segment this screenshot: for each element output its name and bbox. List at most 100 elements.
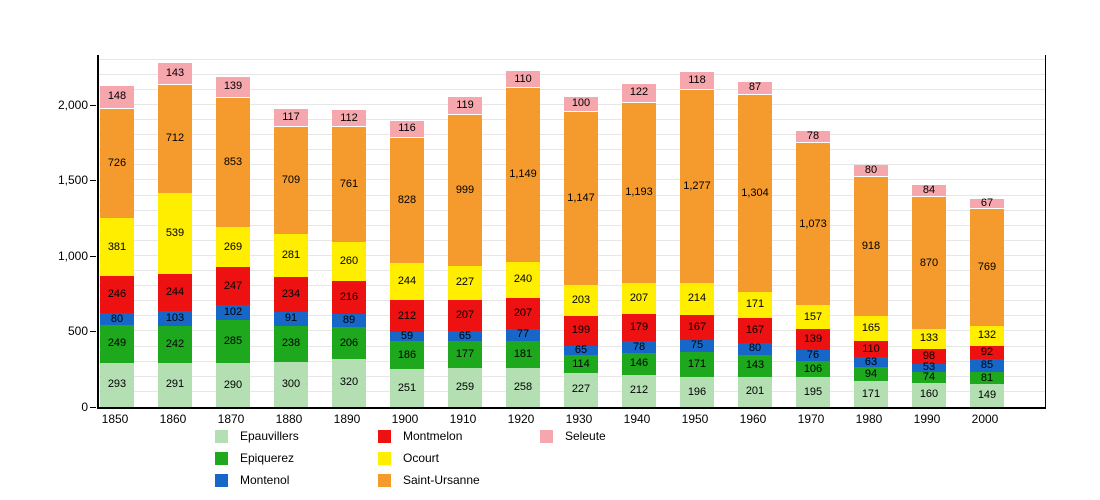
segment-montenol-1920: 77	[506, 329, 540, 341]
segment-montenol-1950: 75	[680, 340, 714, 352]
segment-value-label: 214	[687, 292, 707, 305]
segment-value-label: 300	[281, 377, 301, 390]
legend-column: Epauvillers Epiquerez Montenol	[215, 430, 299, 487]
segment-value-label: 181	[513, 347, 533, 360]
segment-epiquerez-1900: 186	[390, 340, 424, 370]
bar-1920: 110 1,149 240 207 77 181 258	[506, 71, 540, 407]
segment-saint-ursanne-1890: 761	[332, 127, 366, 243]
segment-value-label: 761	[339, 178, 359, 191]
segment-value-label: 146	[629, 357, 649, 370]
segment-value-label: 160	[919, 388, 939, 401]
segment-value-label: 132	[977, 329, 997, 342]
gridline	[99, 58, 1045, 60]
segment-value-label: 94	[864, 367, 878, 380]
segment-epiquerez-1970: 106	[796, 361, 830, 378]
segment-epiquerez-1980: 94	[854, 366, 888, 382]
plot-area: 148 726 381 246 80 249 293 143 712 539 244 103 242 29…	[97, 55, 1046, 409]
segment-montmelon-1940: 179	[622, 314, 656, 342]
segment-montenol-1980: 63	[854, 356, 888, 367]
segment-value-label: 118	[688, 73, 706, 86]
segment-value-label: 171	[861, 387, 881, 400]
segment-seleute-1900: 116	[390, 120, 424, 139]
segment-epauvillers-1990: 160	[912, 382, 946, 407]
segment-value-label: 110	[862, 342, 880, 355]
segment-value-label: 87	[748, 81, 762, 94]
legend-swatch-icon	[378, 430, 391, 443]
segment-value-label: 78	[806, 130, 820, 143]
segment-epauvillers-1860: 291	[158, 363, 192, 407]
segment-ocourt-1930: 203	[564, 284, 598, 316]
segment-value-label: 381	[107, 240, 127, 253]
bar-1950: 118 1,277 214 167 75 171 196	[680, 71, 714, 407]
segment-value-label: 260	[339, 255, 359, 268]
segment-saint-ursanne-1980: 918	[854, 177, 888, 316]
legend-item-saint-ursanne: Saint-Ursanne	[378, 474, 480, 487]
segment-saint-ursanne-1940: 1,193	[622, 102, 656, 283]
segment-value-label: 291	[165, 378, 185, 391]
segment-value-label: 234	[281, 287, 301, 300]
x-tick-label-1890: 1890	[333, 412, 361, 426]
segment-seleute-1940: 122	[622, 84, 656, 103]
x-tick-label-1960: 1960	[739, 412, 767, 426]
legend-column: Montmelon Ocourt Saint-Ursanne	[378, 430, 480, 487]
segment-saint-ursanne-1990: 870	[912, 197, 946, 329]
x-tick-label-1940: 1940	[623, 412, 651, 426]
segment-value-label: 249	[107, 337, 127, 350]
segment-value-label: 171	[687, 357, 707, 370]
segment-value-label: 81	[980, 371, 994, 384]
segment-epauvillers-1870: 290	[216, 363, 250, 407]
segment-value-label: 92	[980, 345, 994, 358]
segment-epauvillers-1890: 320	[332, 358, 366, 407]
legend-swatch-icon	[215, 452, 228, 465]
segment-ocourt-1940: 207	[622, 282, 656, 315]
segment-value-label: 110	[514, 72, 532, 85]
segment-montmelon-1990: 98	[912, 348, 946, 364]
segment-value-label: 89	[342, 314, 356, 327]
segment-value-label: 65	[458, 329, 472, 342]
y-tick-mark	[90, 255, 96, 257]
x-tick-label-1980: 1980	[855, 412, 883, 426]
segment-value-label: 227	[455, 276, 475, 289]
segment-value-label: 59	[400, 330, 414, 342]
segment-value-label: 199	[571, 324, 591, 337]
segment-ocourt-1910: 227	[448, 265, 482, 301]
segment-ocourt-1970: 157	[796, 305, 830, 330]
segment-value-label: 240	[513, 273, 533, 286]
segment-ocourt-1860: 539	[158, 192, 192, 275]
segment-value-label: 853	[223, 155, 243, 168]
segment-epiquerez-1940: 146	[622, 352, 656, 375]
segment-value-label: 112	[340, 111, 358, 124]
segment-montmelon-1900: 212	[390, 300, 424, 333]
x-tick-label-1970: 1970	[797, 412, 825, 426]
segment-value-label: 244	[397, 275, 417, 288]
segment-value-label: 238	[281, 337, 301, 350]
segment-value-label: 769	[977, 260, 997, 273]
segment-epauvillers-1940: 212	[622, 374, 656, 407]
legend-swatch-icon	[540, 430, 553, 443]
segment-montmelon-1970: 139	[796, 329, 830, 351]
segment-epiquerez-1950: 171	[680, 351, 714, 378]
segment-montmelon-1870: 247	[216, 267, 250, 305]
segment-epiquerez-1880: 238	[274, 325, 308, 362]
segment-montmelon-1920: 207	[506, 297, 540, 330]
segment-epauvillers-1900: 251	[390, 369, 424, 407]
segment-value-label: 103	[165, 312, 185, 325]
y-tick-mark	[90, 407, 96, 408]
segment-saint-ursanne-1960: 1,304	[738, 94, 772, 292]
segment-value-label: 84	[922, 183, 936, 196]
legend-label: Seleute	[565, 429, 606, 443]
segment-seleute-1890: 112	[332, 110, 366, 128]
bar-1860: 143 712 539 244 103 242 291	[158, 63, 192, 407]
segment-value-label: 139	[223, 80, 243, 93]
segment-value-label: 179	[629, 321, 649, 334]
segment-value-label: 80	[110, 312, 124, 325]
segment-seleute-1970: 78	[796, 130, 830, 144]
segment-value-label: 67	[980, 197, 994, 210]
legend-swatch-icon	[215, 474, 228, 487]
segment-value-label: 76	[806, 349, 820, 362]
segment-value-label: 207	[629, 291, 649, 304]
segment-value-label: 207	[513, 306, 533, 319]
segment-montenol-1940: 78	[622, 341, 656, 353]
segment-seleute-1910: 119	[448, 96, 482, 115]
